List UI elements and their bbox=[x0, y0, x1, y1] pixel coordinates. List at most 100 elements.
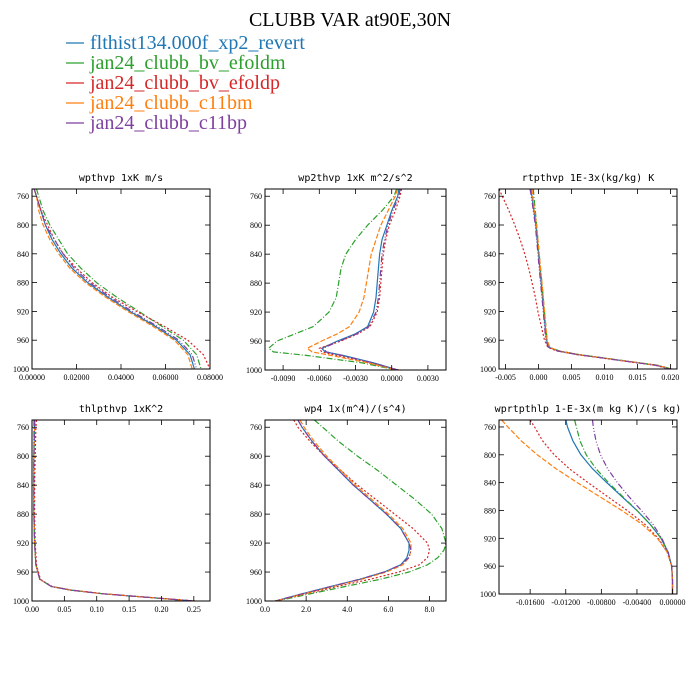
x-tick-label: 6.0 bbox=[383, 605, 393, 614]
x-tick-label: 0.00 bbox=[25, 605, 39, 614]
x-tick-label: 0.04000 bbox=[108, 373, 134, 382]
series-line bbox=[321, 189, 400, 370]
plot-frame bbox=[498, 188, 678, 370]
panel: wpthvp 1xK m/s 0.00000 0.02000 0.04000 0.060… bbox=[13, 173, 223, 382]
y-tick-label: 960 bbox=[250, 337, 262, 346]
x-tick-label: 0.000 bbox=[530, 373, 548, 382]
series-line bbox=[33, 189, 195, 369]
x-tick-label: 0.0000 bbox=[381, 374, 403, 383]
x-tick-label: 0.010 bbox=[595, 373, 613, 382]
panel-title: thlpthvp 1xK^2 bbox=[79, 404, 163, 415]
series-line bbox=[574, 420, 674, 594]
y-tick-label: 960 bbox=[484, 562, 496, 571]
y-tick-label: 760 bbox=[484, 192, 496, 201]
y-tick-label: 1000 bbox=[480, 590, 496, 599]
x-tick-label: 0.0 bbox=[260, 605, 270, 614]
series-line bbox=[318, 189, 402, 370]
panel: wp2thvp 1xK m^2/s^2 -0.0090 -0.0060 -0.0030… bbox=[246, 173, 447, 383]
series-line bbox=[33, 420, 194, 601]
y-tick-label: 880 bbox=[484, 506, 496, 515]
series-line bbox=[529, 420, 674, 594]
y-tick-label: 920 bbox=[484, 534, 496, 543]
series-line bbox=[306, 189, 399, 370]
y-tick-label: 840 bbox=[484, 479, 496, 488]
panel: wp4 1x(m^4)/(s^4) 0.0 2.0 4.0 6.0 8.0 760 800 84… bbox=[246, 404, 447, 614]
series-line bbox=[33, 420, 194, 601]
y-tick-label: 800 bbox=[17, 452, 29, 461]
legend-label: jan24_clubb_bv_efoldp bbox=[89, 72, 280, 94]
x-tick-label: 0.20 bbox=[154, 605, 168, 614]
y-tick-label: 800 bbox=[484, 221, 496, 230]
y-tick-label: 960 bbox=[17, 568, 29, 577]
series-line bbox=[277, 420, 446, 601]
series-line bbox=[33, 189, 210, 369]
plot-frame bbox=[31, 188, 211, 370]
x-tick-label: -0.00800 bbox=[587, 598, 616, 607]
y-tick-label: 1000 bbox=[480, 365, 496, 374]
y-tick-label: 920 bbox=[17, 307, 29, 316]
y-tick-label: 920 bbox=[250, 539, 262, 548]
legend-entry: jan24_clubb_bv_efoldm bbox=[66, 52, 286, 74]
y-tick-label: 880 bbox=[17, 279, 29, 288]
legend-label: flthist134.000f_xp2_revert bbox=[90, 32, 305, 54]
series-line bbox=[275, 420, 412, 601]
series-line bbox=[33, 420, 194, 601]
series-line bbox=[33, 420, 194, 601]
x-tick-label: 0.06000 bbox=[153, 373, 179, 382]
y-tick-label: 800 bbox=[250, 221, 262, 230]
y-tick-label: 1000 bbox=[246, 597, 262, 606]
x-tick-label: -0.01600 bbox=[516, 598, 545, 607]
panel-title: wp4 1x(m^4)/(s^4) bbox=[304, 404, 406, 415]
series-line bbox=[268, 189, 398, 370]
x-tick-label: -0.005 bbox=[495, 373, 516, 382]
x-tick-label: -0.01200 bbox=[551, 598, 580, 607]
x-tick-label: 2.0 bbox=[301, 605, 311, 614]
y-tick-label: 760 bbox=[250, 192, 262, 201]
series-line bbox=[33, 189, 193, 369]
panel-title: rtpthvp 1E-3x(kg/kg) K bbox=[522, 173, 654, 184]
series-line bbox=[33, 420, 196, 601]
series-line bbox=[532, 189, 672, 369]
panel-title: wp2thvp 1xK m^2/s^2 bbox=[298, 173, 412, 184]
y-tick-label: 800 bbox=[17, 221, 29, 230]
y-tick-label: 760 bbox=[484, 423, 496, 432]
series-line bbox=[275, 420, 410, 601]
y-tick-label: 1000 bbox=[246, 366, 262, 375]
x-tick-label: 0.10 bbox=[90, 605, 104, 614]
x-tick-label: 4.0 bbox=[342, 605, 352, 614]
panel: rtpthvp 1E-3x(kg/kg) K -0.005 0.000 0.005 0.… bbox=[480, 173, 679, 382]
series-line bbox=[591, 420, 674, 594]
x-tick-label: -0.0090 bbox=[271, 374, 296, 383]
y-tick-label: 760 bbox=[17, 192, 29, 201]
legend-entry: jan24_clubb_c11bm bbox=[66, 92, 253, 114]
y-tick-label: 920 bbox=[17, 539, 29, 548]
series-line bbox=[499, 189, 670, 369]
panel-title: wprtpthlp 1-E-3x(m kg K)/(s kg) bbox=[495, 404, 682, 415]
legend-entry: jan24_clubb_c11bp bbox=[66, 112, 247, 134]
x-tick-label: 0.02000 bbox=[64, 373, 90, 382]
y-tick-label: 760 bbox=[17, 423, 29, 432]
x-tick-label: 0.00000 bbox=[19, 373, 45, 382]
x-tick-label: 8.0 bbox=[425, 605, 435, 614]
series-line bbox=[35, 189, 202, 369]
y-tick-label: 960 bbox=[484, 336, 496, 345]
legend-label: jan24_clubb_bv_efoldm bbox=[89, 52, 286, 74]
y-tick-label: 880 bbox=[250, 279, 262, 288]
legend: flthist134.000f_xp2_revertjan24_clubb_bv… bbox=[66, 32, 305, 134]
series-line bbox=[531, 189, 672, 369]
y-tick-label: 960 bbox=[250, 568, 262, 577]
figure-title: CLUBB VAR at90E,30N bbox=[249, 9, 451, 31]
x-tick-label: -0.00400 bbox=[623, 598, 652, 607]
y-tick-label: 840 bbox=[17, 250, 29, 259]
series-line bbox=[275, 420, 431, 601]
y-tick-label: 760 bbox=[250, 423, 262, 432]
plot-frame bbox=[31, 419, 211, 602]
y-tick-label: 840 bbox=[250, 250, 262, 259]
y-tick-label: 800 bbox=[484, 451, 496, 460]
y-tick-label: 960 bbox=[17, 336, 29, 345]
y-tick-label: 1000 bbox=[13, 597, 29, 606]
x-tick-label: 0.005 bbox=[563, 373, 581, 382]
legend-entry: jan24_clubb_bv_efoldp bbox=[66, 72, 280, 94]
x-tick-label: 0.08000 bbox=[197, 373, 223, 382]
legend-label: jan24_clubb_c11bp bbox=[89, 112, 247, 134]
